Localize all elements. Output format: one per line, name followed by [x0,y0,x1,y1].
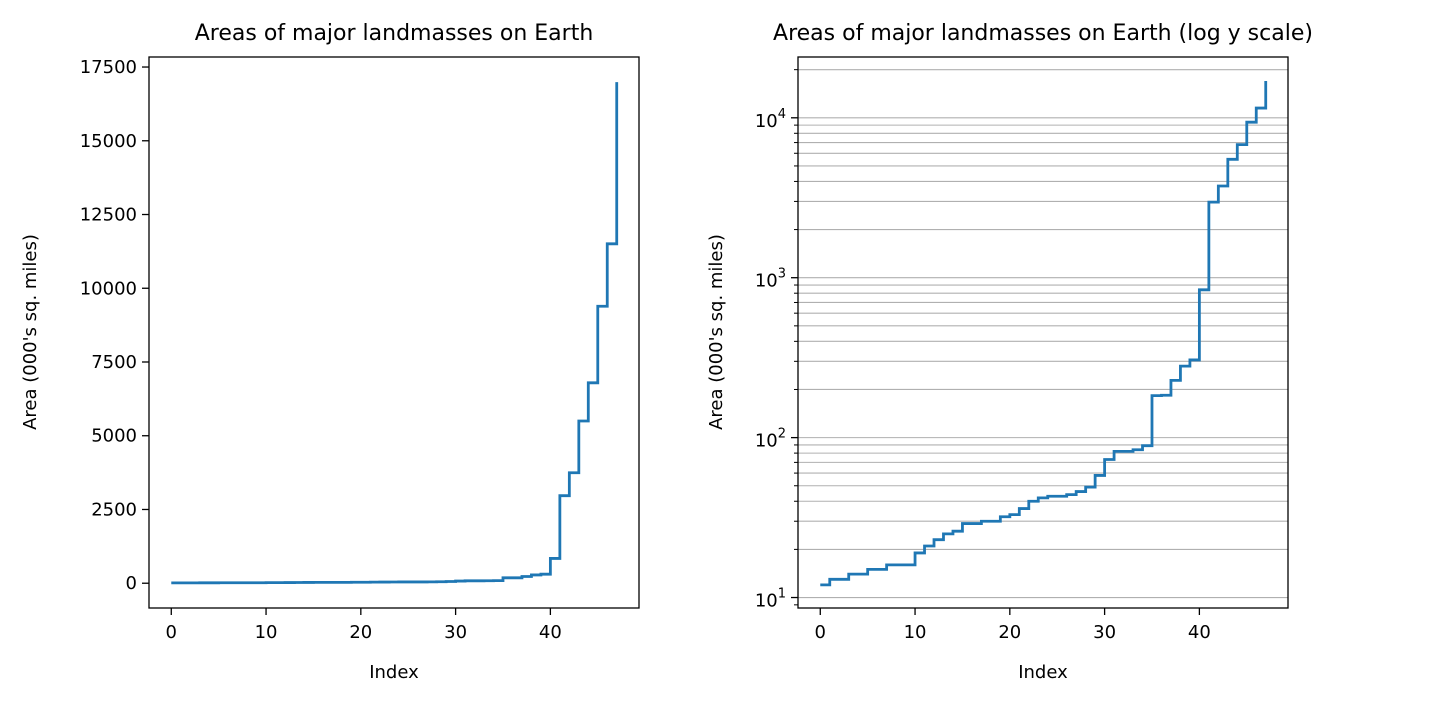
y-tick-label: 12500 [80,205,137,226]
log-area-panel: 0 10 20 30 40 101 102 103 104 Areas of major la… [706,21,1313,683]
linear-y-axis-label: Area (000's sq. miles) [20,234,41,430]
y-tick-label: 101 [755,587,786,612]
y-tick-label: 102 [755,427,786,452]
linear-area-panel: 0 10 20 30 40 0 2500 5000 7500 10000 12500 15000 17… [20,21,640,683]
linear-area-series-line [171,82,619,585]
linear-x-axis-label: Index [369,662,419,683]
linear-chart-title: Areas of major landmasses on Earth [195,21,594,46]
x-tick-label: 0 [166,622,177,643]
x-tick-label: 20 [998,622,1021,643]
x-tick-label: 40 [539,622,562,643]
x-tick-label: 30 [444,622,467,643]
x-tick-label: 10 [904,622,927,643]
linear-plot-frame [148,56,640,609]
y-tick-label: 104 [755,107,786,132]
x-tick-label: 40 [1188,622,1211,643]
x-tick-label: 20 [349,622,372,643]
y-tick-label: 103 [755,267,786,292]
y-tick-label: 2500 [91,499,137,520]
log-area-series-line [820,81,1268,587]
log-x-axis-label: Index [1018,662,1068,683]
y-tick-label: 7500 [91,352,137,373]
x-tick-label: 30 [1093,622,1116,643]
y-tick-label: 0 [126,573,137,594]
x-tick-label: 0 [815,622,826,643]
log-plot-frame [797,56,1289,609]
y-tick-label: 15000 [80,131,137,152]
y-tick-label: 5000 [91,426,137,447]
y-tick-label: 10000 [80,278,137,299]
x-tick-label: 10 [255,622,278,643]
log-y-axis-label: Area (000's sq. miles) [706,234,727,430]
log-chart-title: Areas of major landmasses on Earth (log … [773,21,1313,46]
y-tick-label: 17500 [80,57,137,78]
